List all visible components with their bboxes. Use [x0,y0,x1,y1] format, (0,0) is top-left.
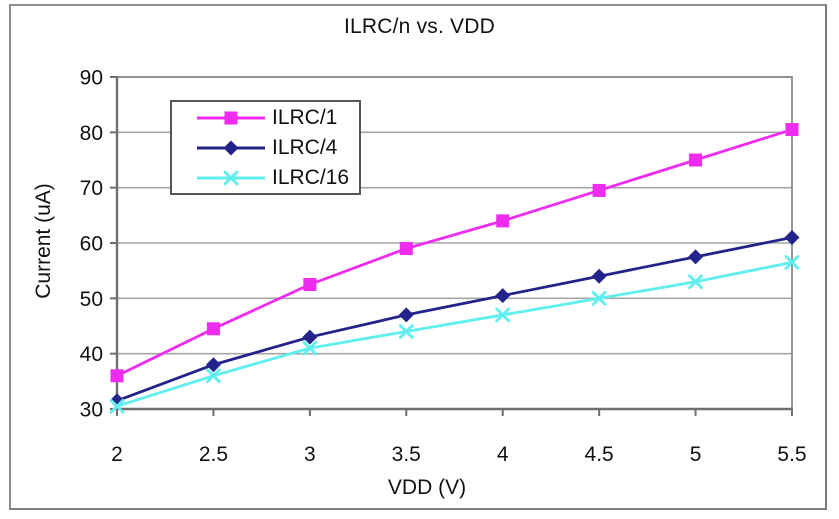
x-tick-label: 5.5 [777,443,806,466]
y-tick-label: 50 [80,288,103,311]
y-tick-label: 60 [80,233,103,256]
x-marker-icon [206,368,221,384]
square-marker-icon [110,369,124,383]
x-marker-icon [223,170,239,185]
legend-label: ILRC/4 [272,136,338,159]
square-marker-icon [785,123,799,137]
legend-swatch [197,140,265,155]
square-marker-icon [592,183,606,197]
x-marker-icon [109,398,125,414]
square-marker-icon [496,214,510,228]
square-marker-icon [689,153,703,167]
y-tick-label: 80 [80,122,103,145]
diamond-marker-icon [495,288,511,304]
legend-item-ilrc-4: ILRC/4 [196,133,359,162]
x-tick-label: 4.5 [585,443,614,466]
y-tick-label: 70 [80,177,103,200]
y-axis-title: Current (uA) [32,183,55,299]
x-axis-title: VDD (V) [387,476,467,499]
x-tick-label: 2.5 [199,443,228,466]
y-tick-label: 40 [80,343,103,366]
chart-title: ILRC/n vs. VDD [344,15,495,38]
square-marker-icon [399,242,413,256]
diamond-marker-icon [223,140,239,155]
legend-swatch [197,170,265,185]
series-ilrc-16 [109,254,800,414]
square-marker-icon [224,111,238,124]
diamond-marker-icon [688,249,704,265]
diamond-marker-icon [591,268,607,284]
square-marker-icon [303,278,317,291]
series-ilrc-1 [110,123,799,383]
x-tick-label: 3.5 [392,443,421,466]
legend-label: ILRC/1 [272,106,338,129]
diamond-marker-icon [398,307,414,323]
y-axis-ticks: 30 40 50 60 70 80 90 [80,67,117,422]
x-tick-label: 4 [497,443,509,466]
legend-swatch [197,111,265,124]
square-marker-icon [206,322,220,336]
x-axis-ticks: 2 2.5 3 3.5 4 4.5 5 5.5 [111,409,807,466]
diamond-marker-icon [205,357,221,373]
diamond-marker-icon [302,329,318,345]
x-marker-icon [591,290,607,306]
legend: ILRC/1 ILRC/4 ILRC/16 [170,100,361,195]
x-marker-icon [784,254,800,270]
y-tick-label: 30 [80,399,103,422]
diamond-marker-icon [784,229,800,245]
x-marker-icon [688,274,703,290]
legend-item-ilrc-1: ILRC/1 [196,103,359,132]
legend-label: ILRC/16 [272,166,350,189]
x-tick-label: 3 [304,443,316,466]
x-tick-label: 5 [690,443,702,466]
x-tick-label: 2 [111,443,123,466]
x-marker-icon [495,307,511,323]
y-tick-label: 90 [80,67,103,90]
series-ilrc-4 [109,229,800,409]
x-marker-icon [302,340,318,356]
legend-item-ilrc-16: ILRC/16 [196,163,359,192]
x-marker-icon [398,324,414,339]
